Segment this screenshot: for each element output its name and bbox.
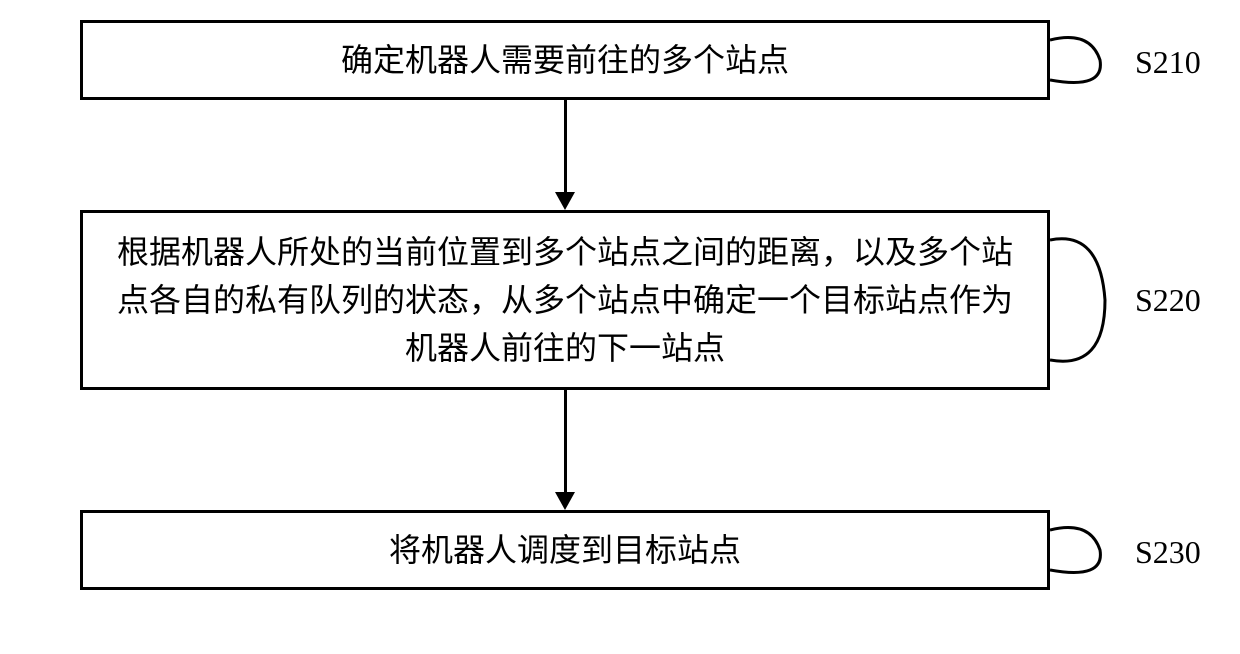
node-1-label: S210 — [1135, 44, 1201, 81]
flowchart-node-2: 根据机器人所处的当前位置到多个站点之间的距离，以及多个站点各自的私有队列的状态，… — [80, 210, 1050, 390]
node-3-label: S230 — [1135, 534, 1201, 571]
node-2-text: 根据机器人所处的当前位置到多个站点之间的距离，以及多个站点各自的私有队列的状态，… — [103, 228, 1027, 372]
arrow-1-line — [564, 100, 567, 192]
flowchart-node-1: 确定机器人需要前往的多个站点 — [80, 20, 1050, 100]
connector-curve-1 — [1050, 30, 1130, 90]
arrow-2-line — [564, 390, 567, 492]
flowchart-node-3: 将机器人调度到目标站点 — [80, 510, 1050, 590]
connector-curve-3 — [1050, 520, 1130, 580]
node-1-text: 确定机器人需要前往的多个站点 — [341, 36, 789, 84]
arrow-2-head — [555, 492, 575, 510]
connector-curve-2 — [1050, 230, 1130, 370]
node-3-text: 将机器人调度到目标站点 — [389, 526, 741, 574]
node-2-label: S220 — [1135, 282, 1201, 319]
arrow-1-head — [555, 192, 575, 210]
